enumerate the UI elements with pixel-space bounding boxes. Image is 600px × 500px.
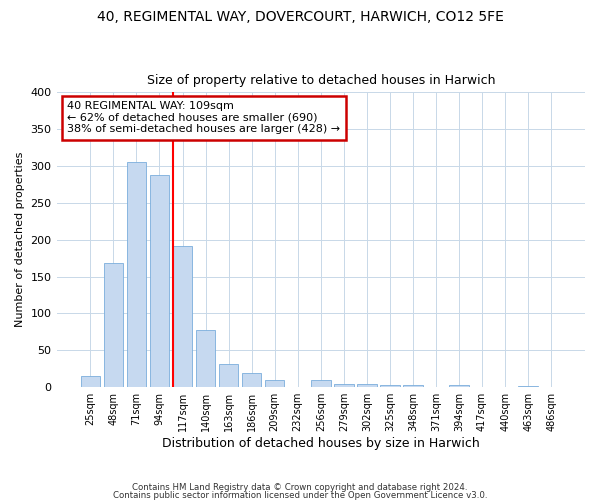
Bar <box>449 385 469 387</box>
Bar <box>242 373 262 387</box>
Bar <box>403 385 423 387</box>
Text: 40, REGIMENTAL WAY, DOVERCOURT, HARWICH, CO12 5FE: 40, REGIMENTAL WAY, DOVERCOURT, HARWICH,… <box>97 10 503 24</box>
Y-axis label: Number of detached properties: Number of detached properties <box>15 152 25 328</box>
Title: Size of property relative to detached houses in Harwich: Size of property relative to detached ho… <box>146 74 495 87</box>
Text: 40 REGIMENTAL WAY: 109sqm
← 62% of detached houses are smaller (690)
38% of semi: 40 REGIMENTAL WAY: 109sqm ← 62% of detac… <box>67 101 340 134</box>
Bar <box>80 376 100 387</box>
X-axis label: Distribution of detached houses by size in Harwich: Distribution of detached houses by size … <box>162 437 479 450</box>
Bar <box>173 246 193 387</box>
Bar <box>104 264 123 387</box>
Bar <box>219 364 238 387</box>
Bar <box>265 380 284 387</box>
Bar <box>196 330 215 387</box>
Bar <box>380 385 400 387</box>
Bar <box>127 162 146 387</box>
Bar <box>311 380 331 387</box>
Text: Contains public sector information licensed under the Open Government Licence v3: Contains public sector information licen… <box>113 490 487 500</box>
Bar <box>334 384 353 387</box>
Bar <box>149 175 169 387</box>
Text: Contains HM Land Registry data © Crown copyright and database right 2024.: Contains HM Land Registry data © Crown c… <box>132 484 468 492</box>
Bar <box>357 384 377 387</box>
Bar <box>518 386 538 387</box>
